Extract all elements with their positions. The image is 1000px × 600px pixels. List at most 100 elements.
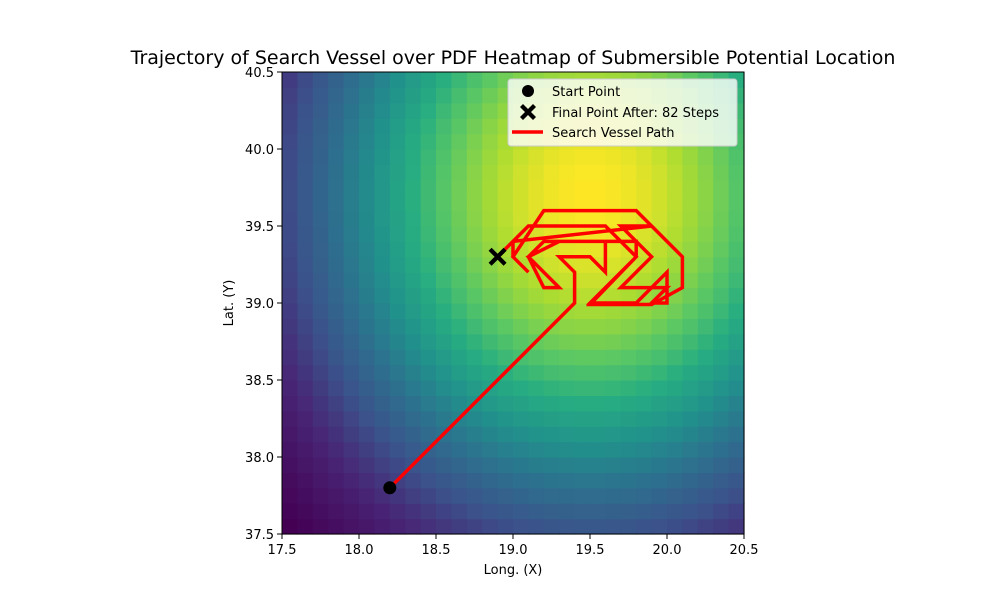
heatmap-cell bbox=[482, 395, 499, 412]
heatmap-cell bbox=[282, 287, 298, 304]
heatmap-cell bbox=[282, 226, 298, 242]
heatmap-cell bbox=[389, 210, 406, 227]
heatmap-cell bbox=[466, 256, 483, 273]
heatmap-cell bbox=[513, 318, 529, 335]
heatmap-cell bbox=[682, 241, 699, 258]
heatmap-cell bbox=[497, 333, 514, 350]
heatmap-cell bbox=[482, 226, 499, 242]
heatmap-cell bbox=[574, 380, 591, 396]
heatmap-cell bbox=[667, 303, 683, 319]
heatmap-cell bbox=[590, 518, 606, 535]
heatmap-cell bbox=[543, 195, 560, 212]
heatmap-cell bbox=[405, 149, 422, 165]
heatmap-cell bbox=[605, 518, 622, 535]
heatmap-cell bbox=[651, 210, 668, 227]
heatmap-cell bbox=[482, 210, 499, 227]
heatmap-cell bbox=[713, 410, 730, 427]
heatmap-cell bbox=[697, 410, 714, 427]
heatmap-cell bbox=[282, 410, 298, 427]
heatmap-cell bbox=[420, 333, 437, 350]
heatmap-cell bbox=[436, 441, 452, 458]
heatmap-cell bbox=[482, 349, 499, 366]
heatmap-cell bbox=[359, 256, 375, 273]
heatmap-cell bbox=[420, 272, 437, 289]
heatmap-cell bbox=[466, 164, 483, 181]
heatmap-cell bbox=[513, 518, 529, 535]
heatmap-cell bbox=[343, 441, 360, 458]
y-tick-label: 40.5 bbox=[245, 66, 274, 81]
heatmap-cell bbox=[620, 380, 637, 396]
heatmap-cell bbox=[451, 303, 468, 319]
heatmap-cell bbox=[728, 441, 745, 458]
heatmap-cell bbox=[436, 487, 452, 504]
heatmap-cell bbox=[728, 333, 745, 350]
heatmap-cell bbox=[697, 457, 714, 473]
heatmap-cell bbox=[405, 472, 422, 489]
x-axis-ticks: 17.5 18.0 18.5 19.0 19.5 20.0 20.5 bbox=[268, 534, 758, 558]
heatmap-cell bbox=[282, 349, 298, 366]
heatmap-cell bbox=[590, 195, 606, 212]
heatmap-cell bbox=[328, 226, 345, 242]
heatmap-cell bbox=[359, 118, 375, 135]
heatmap-cell bbox=[497, 503, 514, 520]
heatmap-cell bbox=[713, 364, 730, 381]
heatmap-cell bbox=[482, 72, 499, 88]
heatmap-cell bbox=[282, 133, 298, 150]
heatmap-cell bbox=[374, 179, 391, 196]
heatmap-cell bbox=[359, 72, 375, 88]
heatmap-cell bbox=[528, 457, 545, 473]
heatmap-cell bbox=[482, 133, 499, 150]
heatmap-cell bbox=[359, 364, 375, 381]
heatmap-cell bbox=[436, 210, 452, 227]
heatmap-cell bbox=[343, 333, 360, 350]
heatmap-cell bbox=[466, 364, 483, 381]
heatmap-cell bbox=[605, 457, 622, 473]
heatmap-cell bbox=[312, 457, 329, 473]
heatmap-cell bbox=[697, 164, 714, 181]
heatmap-cell bbox=[466, 518, 483, 535]
heatmap-cell bbox=[405, 410, 422, 427]
heatmap-cell bbox=[543, 380, 560, 396]
heatmap-cell bbox=[482, 518, 499, 535]
path-layer bbox=[383, 208, 685, 495]
legend-path-label: Search Vessel Path bbox=[552, 126, 675, 141]
heatmap-cell bbox=[374, 118, 391, 135]
heatmap-cell bbox=[466, 441, 483, 458]
heatmap-cell bbox=[343, 179, 360, 196]
heatmap-cell bbox=[482, 472, 499, 489]
heatmap-cell bbox=[374, 195, 391, 212]
heatmap-cell bbox=[359, 472, 375, 489]
heatmap-cell bbox=[297, 349, 314, 366]
heatmap-cell bbox=[590, 179, 606, 196]
heatmap-cell bbox=[482, 303, 499, 319]
heatmap-cell bbox=[436, 318, 452, 335]
heatmap-cell bbox=[312, 364, 329, 381]
heatmap-cell bbox=[420, 380, 437, 396]
x-tick-label: 20.0 bbox=[653, 543, 682, 558]
heatmap-cell bbox=[574, 333, 591, 350]
heatmap-cell bbox=[620, 303, 637, 319]
heatmap-cell bbox=[497, 272, 514, 289]
heatmap-cell bbox=[343, 364, 360, 381]
heatmap-cell bbox=[620, 195, 637, 212]
heatmap-cell bbox=[513, 179, 529, 196]
heatmap-cell bbox=[451, 195, 468, 212]
heatmap-cell bbox=[405, 256, 422, 273]
heatmap-cell bbox=[651, 472, 668, 489]
heatmap-cell bbox=[513, 441, 529, 458]
heatmap-cell bbox=[420, 395, 437, 412]
heatmap-cell bbox=[636, 226, 653, 242]
heatmap-cell bbox=[543, 441, 560, 458]
heatmap-cell bbox=[651, 487, 668, 504]
heatmap-cell bbox=[389, 518, 406, 535]
heatmap-cell bbox=[343, 149, 360, 165]
heatmap-cell bbox=[466, 241, 483, 258]
heatmap-cell bbox=[389, 410, 406, 427]
heatmap-cell bbox=[359, 518, 375, 535]
heatmap-cell bbox=[682, 149, 699, 165]
heatmap-cell bbox=[497, 472, 514, 489]
heatmap-cell bbox=[482, 503, 499, 520]
heatmap-cell bbox=[420, 72, 437, 88]
y-axis-ticks: 37.5 38.0 38.5 39.0 39.5 40.0 40.5 bbox=[245, 66, 282, 543]
heatmap-cell bbox=[359, 149, 375, 165]
